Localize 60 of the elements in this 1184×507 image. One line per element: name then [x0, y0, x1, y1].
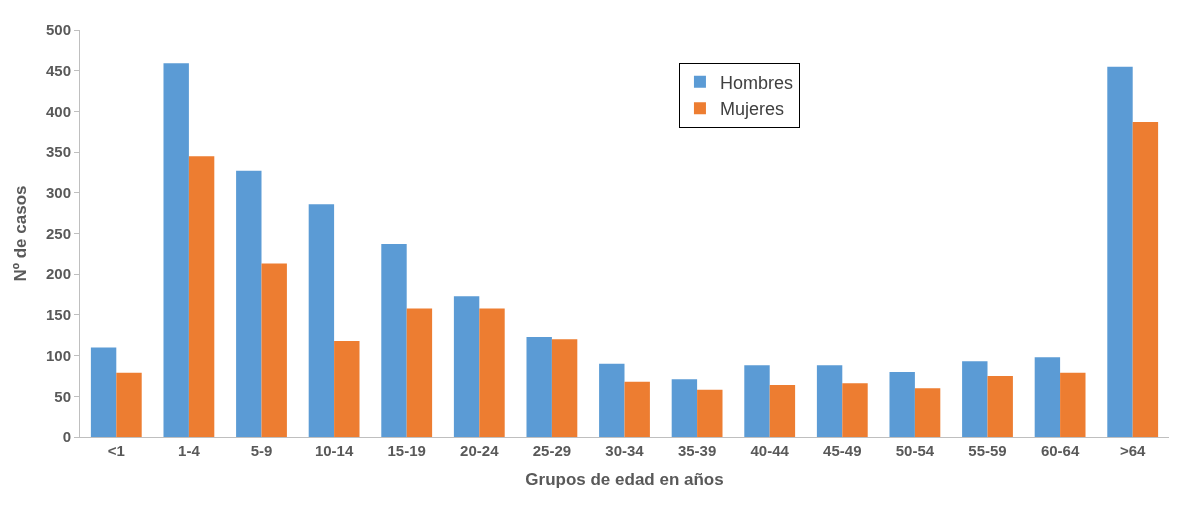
bar	[236, 170, 262, 437]
x-tick-label: 1-4	[178, 442, 201, 459]
bar	[1060, 372, 1086, 437]
x-axis-title: Grupos de edad en años	[525, 470, 724, 490]
y-tick-label: 500	[45, 21, 71, 39]
y-tick-label: 350	[45, 143, 71, 161]
y-tick-label: 0	[62, 428, 71, 446]
bar	[1034, 357, 1061, 437]
bar	[334, 340, 360, 437]
bar	[599, 363, 625, 437]
bar	[188, 156, 215, 437]
x-tick-label: <1	[107, 442, 125, 459]
y-tick-label: 450	[45, 61, 71, 79]
bar	[816, 365, 843, 437]
bar	[308, 204, 335, 437]
x-tick-label: 30-34	[605, 442, 645, 459]
bar	[261, 263, 287, 437]
bar	[406, 308, 433, 437]
bar	[697, 389, 723, 437]
x-tick-label: 55-59	[968, 442, 1007, 459]
x-tick-label: 5-9	[250, 442, 273, 459]
y-tick-label: 250	[45, 224, 71, 242]
bar	[163, 63, 189, 437]
bar	[526, 336, 552, 437]
y-tick-label: 200	[45, 265, 71, 283]
x-tick-label: 50-54	[895, 442, 935, 459]
bar	[551, 339, 578, 437]
bar	[671, 379, 698, 437]
bar	[1132, 121, 1159, 437]
x-tick-label: 25-29	[532, 442, 572, 459]
bar	[116, 372, 142, 437]
legend-label: Hombres	[719, 72, 793, 93]
y-tick-label: 150	[45, 306, 71, 324]
x-tick-label: 45-49	[823, 442, 862, 459]
x-tick-label: 35-39	[677, 442, 717, 459]
y-tick-label: 50	[54, 387, 71, 405]
x-tick-label: 10-14	[314, 442, 354, 459]
bar	[914, 388, 941, 437]
x-tick-label: 15-19	[387, 442, 426, 459]
bar	[744, 365, 770, 437]
bar	[453, 296, 480, 437]
bar	[987, 375, 1013, 437]
bar	[962, 361, 988, 437]
x-tick-label: 40-44	[750, 442, 790, 459]
bar	[381, 244, 407, 437]
bar	[769, 384, 796, 437]
x-tick-label: 60-64	[1040, 442, 1080, 459]
bar	[624, 381, 650, 437]
x-tick-label: 20-24	[460, 442, 500, 459]
bar	[842, 383, 868, 437]
y-tick-label: 100	[45, 346, 71, 364]
bar	[479, 308, 505, 437]
bar	[90, 347, 117, 437]
y-tick-label: 400	[45, 102, 71, 120]
x-tick-label: >64	[1119, 442, 1147, 459]
y-tick-label: 300	[45, 184, 71, 202]
bar	[889, 371, 915, 437]
bar	[1107, 66, 1133, 437]
legend-label: Mujeres	[719, 99, 784, 120]
y-axis-title: Nº de casos	[10, 185, 30, 282]
